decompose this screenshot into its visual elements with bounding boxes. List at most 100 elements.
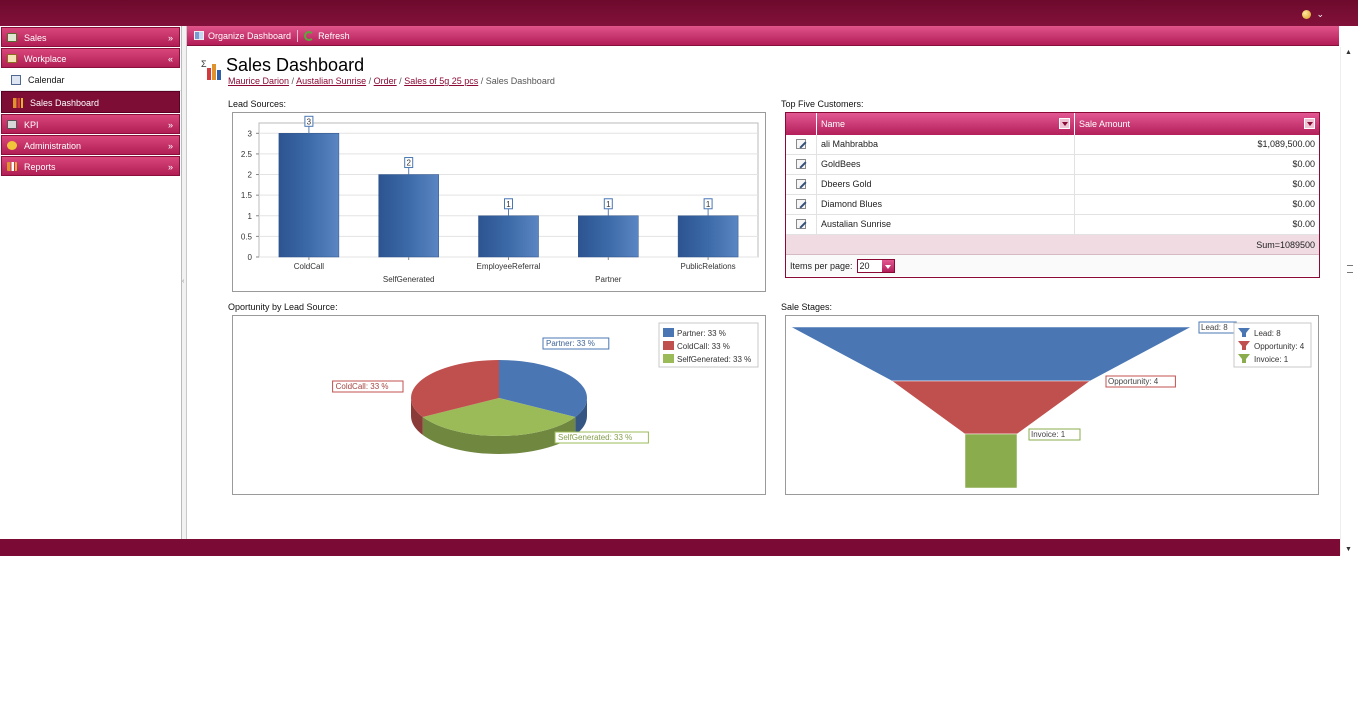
- calendar-icon: [11, 75, 21, 85]
- sale-stages-heading: Sale Stages:: [781, 302, 833, 312]
- column-header-name[interactable]: Name: [817, 113, 1075, 135]
- nav-group-workplace[interactable]: Workplace «: [1, 48, 180, 68]
- sales-icon: [7, 33, 17, 42]
- y-tick-label: 1.5: [241, 191, 253, 200]
- data-label-box: [304, 115, 314, 127]
- edit-cell: [786, 175, 817, 194]
- pie-slice-side: [422, 417, 576, 454]
- x-tick-label: EmployeeReferral: [476, 262, 540, 271]
- toolbar-divider: [297, 29, 299, 42]
- bar: [677, 215, 739, 258]
- refresh-icon: [304, 30, 315, 41]
- sidebar-item-label: Sales Dashboard: [30, 98, 100, 108]
- filter-dropdown-icon[interactable]: [1059, 118, 1070, 129]
- nav-group-label: Reports: [24, 162, 56, 172]
- scroll-down-icon[interactable]: ▼: [1345, 546, 1352, 553]
- breadcrumb-link[interactable]: Austalian Sunrise: [296, 76, 367, 86]
- organize-dashboard-button[interactable]: Organize Dashboard: [194, 31, 291, 41]
- customer-name-cell: ali Mahbrabba: [817, 135, 1075, 154]
- pie-slice: [499, 360, 587, 417]
- svg-text:Σ: Σ: [201, 59, 207, 69]
- legend-item: SelfGenerated: 33 %: [677, 355, 751, 364]
- column-header-label: Sale Amount: [1079, 119, 1131, 129]
- funnel-segment: [891, 380, 1091, 435]
- nav-group-reports[interactable]: Reports »: [1, 156, 180, 176]
- data-label: 1: [606, 200, 611, 209]
- breadcrumb-separator: /: [399, 76, 405, 86]
- legend-swatch: [663, 354, 674, 363]
- nav-group-label: Workplace: [24, 54, 67, 64]
- breadcrumb-link[interactable]: Sales of 5g 25 pcs: [404, 76, 479, 86]
- sidebar-splitter[interactable]: ‹: [182, 26, 187, 539]
- scroll-up-icon[interactable]: ▲: [1345, 49, 1352, 56]
- lead-sources-heading: Lead Sources:: [228, 99, 287, 109]
- legend-funnel-icon: [1238, 341, 1250, 350]
- sale-stages-chart-panel: Lead: 8 Opportunity: 4 Invoice: 1 Lead: 8 Op…: [785, 315, 1319, 495]
- pie-label-box: [554, 431, 649, 444]
- y-tick-label: 0: [248, 253, 253, 262]
- scroll-thumb[interactable]: [1347, 265, 1353, 273]
- funnel-label: Invoice: 1: [1031, 430, 1066, 439]
- sidebar-item-sales-dashboard[interactable]: Sales Dashboard: [1, 91, 180, 113]
- edit-icon[interactable]: [796, 219, 806, 229]
- vertical-scrollbar[interactable]: ▲ ▼: [1340, 47, 1358, 555]
- pie-label: Partner: 33 %: [546, 339, 595, 348]
- y-tick-label: 1: [248, 212, 253, 221]
- nav-group-administration[interactable]: Administration »: [1, 135, 180, 155]
- breadcrumb-link[interactable]: Order: [373, 76, 397, 86]
- dropdown-arrow-icon[interactable]: [881, 259, 894, 272]
- chevron-down-icon: ⌄: [1316, 9, 1324, 19]
- data-label-box: [504, 198, 513, 210]
- breadcrumb-link[interactable]: Maurice Darion: [228, 76, 290, 86]
- items-per-page-value: 20: [857, 259, 882, 272]
- sidebar-item-calendar[interactable]: Calendar: [0, 69, 181, 91]
- dashboard-toolbar: Organize Dashboard Refresh: [187, 26, 1339, 46]
- user-gem-icon: [1302, 10, 1312, 19]
- customer-name-cell: Diamond Blues: [817, 195, 1075, 214]
- lead-sources-chart-panel: 0 0.5 1 1.5 2 2.5 3 3 ColdCall 2 SelfGenerated 1 Emp…: [232, 112, 766, 292]
- sidebar-item-label: Calendar: [28, 75, 65, 85]
- legend-swatch: [663, 341, 674, 350]
- legend-item: ColdCall: 33 %: [677, 342, 730, 351]
- user-menu[interactable]: ⌄: [1302, 9, 1324, 20]
- grid-sum-footer: Sum=1089500: [786, 235, 1319, 255]
- grid-edit-column-header: [786, 113, 817, 135]
- table-row: GoldBees $0.00: [786, 155, 1319, 175]
- x-tick-label: Partner: [595, 275, 622, 284]
- legend-item: Lead: 8: [1254, 329, 1281, 338]
- legend-funnel-icon: [1238, 354, 1250, 363]
- items-per-page-select[interactable]: 20: [856, 258, 895, 273]
- y-tick-label: 2.5: [241, 150, 253, 159]
- bar: [478, 215, 539, 258]
- edit-icon[interactable]: [796, 139, 806, 149]
- grid-pager: Items per page: 20: [786, 255, 1319, 276]
- breadcrumb-current: Sales Dashboard: [485, 76, 555, 86]
- pie-slice: [411, 360, 499, 417]
- data-label: 1: [506, 200, 511, 209]
- workplace-icon: [7, 54, 17, 63]
- funnel-label-box: [1105, 375, 1176, 388]
- filter-dropdown-icon[interactable]: [1304, 118, 1315, 129]
- nav-group-label: KPI: [24, 120, 39, 130]
- customer-name-cell: Dbeers Gold: [817, 175, 1075, 194]
- column-header-sale-amount[interactable]: Sale Amount: [1075, 113, 1319, 135]
- organize-icon: [194, 31, 204, 40]
- nav-group-kpi[interactable]: KPI »: [1, 114, 180, 134]
- edit-icon[interactable]: [796, 179, 806, 189]
- opportunity-chart-panel: Partner: 33 % ColdCall: 33 % SelfGenerated…: [232, 315, 766, 495]
- organize-dashboard-label: Organize Dashboard: [208, 30, 292, 41]
- main-content: Σ Sales Dashboard Maurice Darion / Austa…: [187, 47, 1340, 539]
- bar: [278, 133, 340, 258]
- sale-amount-cell: $0.00: [1292, 179, 1315, 189]
- pie-label: SelfGenerated: 33 %: [558, 433, 632, 442]
- refresh-button[interactable]: Refresh: [304, 30, 350, 41]
- x-tick-label: SelfGenerated: [383, 275, 435, 284]
- nav-group-sales[interactable]: Sales »: [1, 27, 180, 47]
- nav-group-label: Administration: [24, 141, 82, 151]
- breadcrumb-separator: /: [291, 76, 297, 86]
- funnel-label-box: [1028, 428, 1081, 441]
- edit-icon[interactable]: [796, 159, 806, 169]
- edit-icon[interactable]: [796, 199, 806, 209]
- opportunity-pie-chart: Partner: 33 % ColdCall: 33 % SelfGenerated…: [332, 322, 759, 454]
- edit-cell: [786, 135, 817, 154]
